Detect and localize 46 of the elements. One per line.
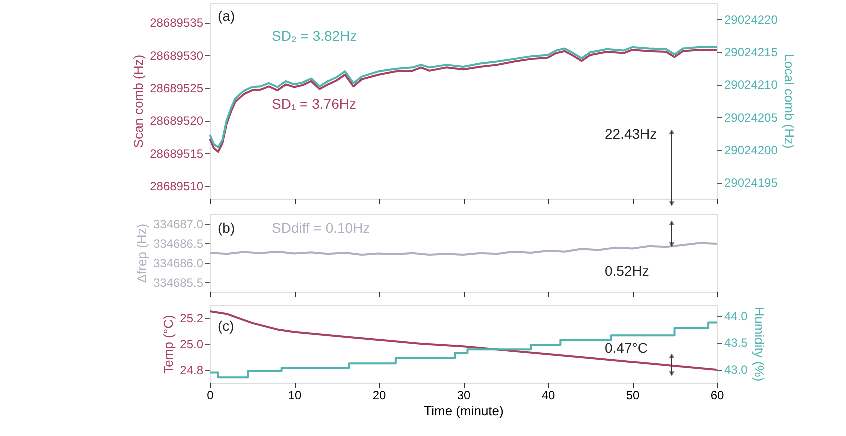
- annotation: (b): [218, 220, 236, 236]
- y-tick-label: 334687.0: [153, 217, 204, 232]
- x-tick-label: 50: [626, 388, 640, 402]
- line-series: [209, 242, 718, 256]
- x-tick-label: 20: [372, 388, 386, 402]
- y-tick-label: 334686.0: [153, 256, 204, 270]
- x-tick-label: 30: [457, 388, 471, 402]
- x-tick-label: 10: [288, 388, 302, 402]
- line-series: [209, 310, 718, 371]
- y2-tick-label: 29024215: [724, 46, 778, 60]
- y-tick-label: 28689525: [150, 81, 204, 96]
- annotation: SDdiff = 0.10Hz: [272, 220, 370, 236]
- x-tick-label: 60: [710, 388, 724, 402]
- x-axis-title: Time (minute): [424, 404, 504, 418]
- annotation: SD₂ = 3.82Hz: [272, 28, 358, 44]
- x-tick-label: 40: [542, 388, 556, 402]
- y2-tick-label: 29024200: [724, 144, 778, 158]
- y2-axis-title: Local comb (Hz): [782, 54, 797, 149]
- y-tick-label: 24.8: [180, 364, 204, 378]
- y-tick-label: 25.0: [180, 338, 204, 352]
- y-axis-title: Δfrep (Hz): [134, 224, 150, 284]
- y-tick-label: 28689535: [150, 16, 204, 30]
- y-tick-label: 25.2: [180, 312, 204, 326]
- y2-tick-label: 29024210: [724, 78, 778, 92]
- annotation: 22.43Hz: [605, 126, 658, 142]
- y-tick-label: 334686.5: [153, 236, 204, 251]
- annotation: SD₁ = 3.76Hz: [272, 96, 356, 112]
- annotation: 0.47°C: [605, 340, 648, 356]
- annotation: 0.52Hz: [605, 263, 650, 279]
- y2-tick-label: 44.0: [724, 309, 748, 324]
- annotation: (c): [218, 318, 234, 334]
- annotation: (a): [218, 8, 236, 24]
- y-axis-title: Temp (°C): [161, 315, 176, 374]
- y2-tick-label: 43.5: [724, 336, 748, 350]
- y2-tick-label: 29024220: [724, 12, 778, 27]
- x-tick-label: 0: [207, 388, 214, 402]
- y-axis-title: Scan comb (Hz): [131, 54, 146, 148]
- y2-axis-title: Humidity (%): [752, 307, 767, 382]
- y-tick-label: 28689530: [150, 48, 204, 63]
- y2-tick-label: 29024205: [724, 110, 778, 125]
- y2-tick-label: 29024195: [724, 176, 778, 190]
- y-tick-label: 28689510: [150, 179, 204, 194]
- y2-tick-label: 43.0: [724, 363, 748, 378]
- y-tick-label: 334685.5: [153, 276, 204, 290]
- y-tick-label: 28689515: [150, 146, 204, 161]
- y-tick-label: 28689520: [150, 114, 204, 128]
